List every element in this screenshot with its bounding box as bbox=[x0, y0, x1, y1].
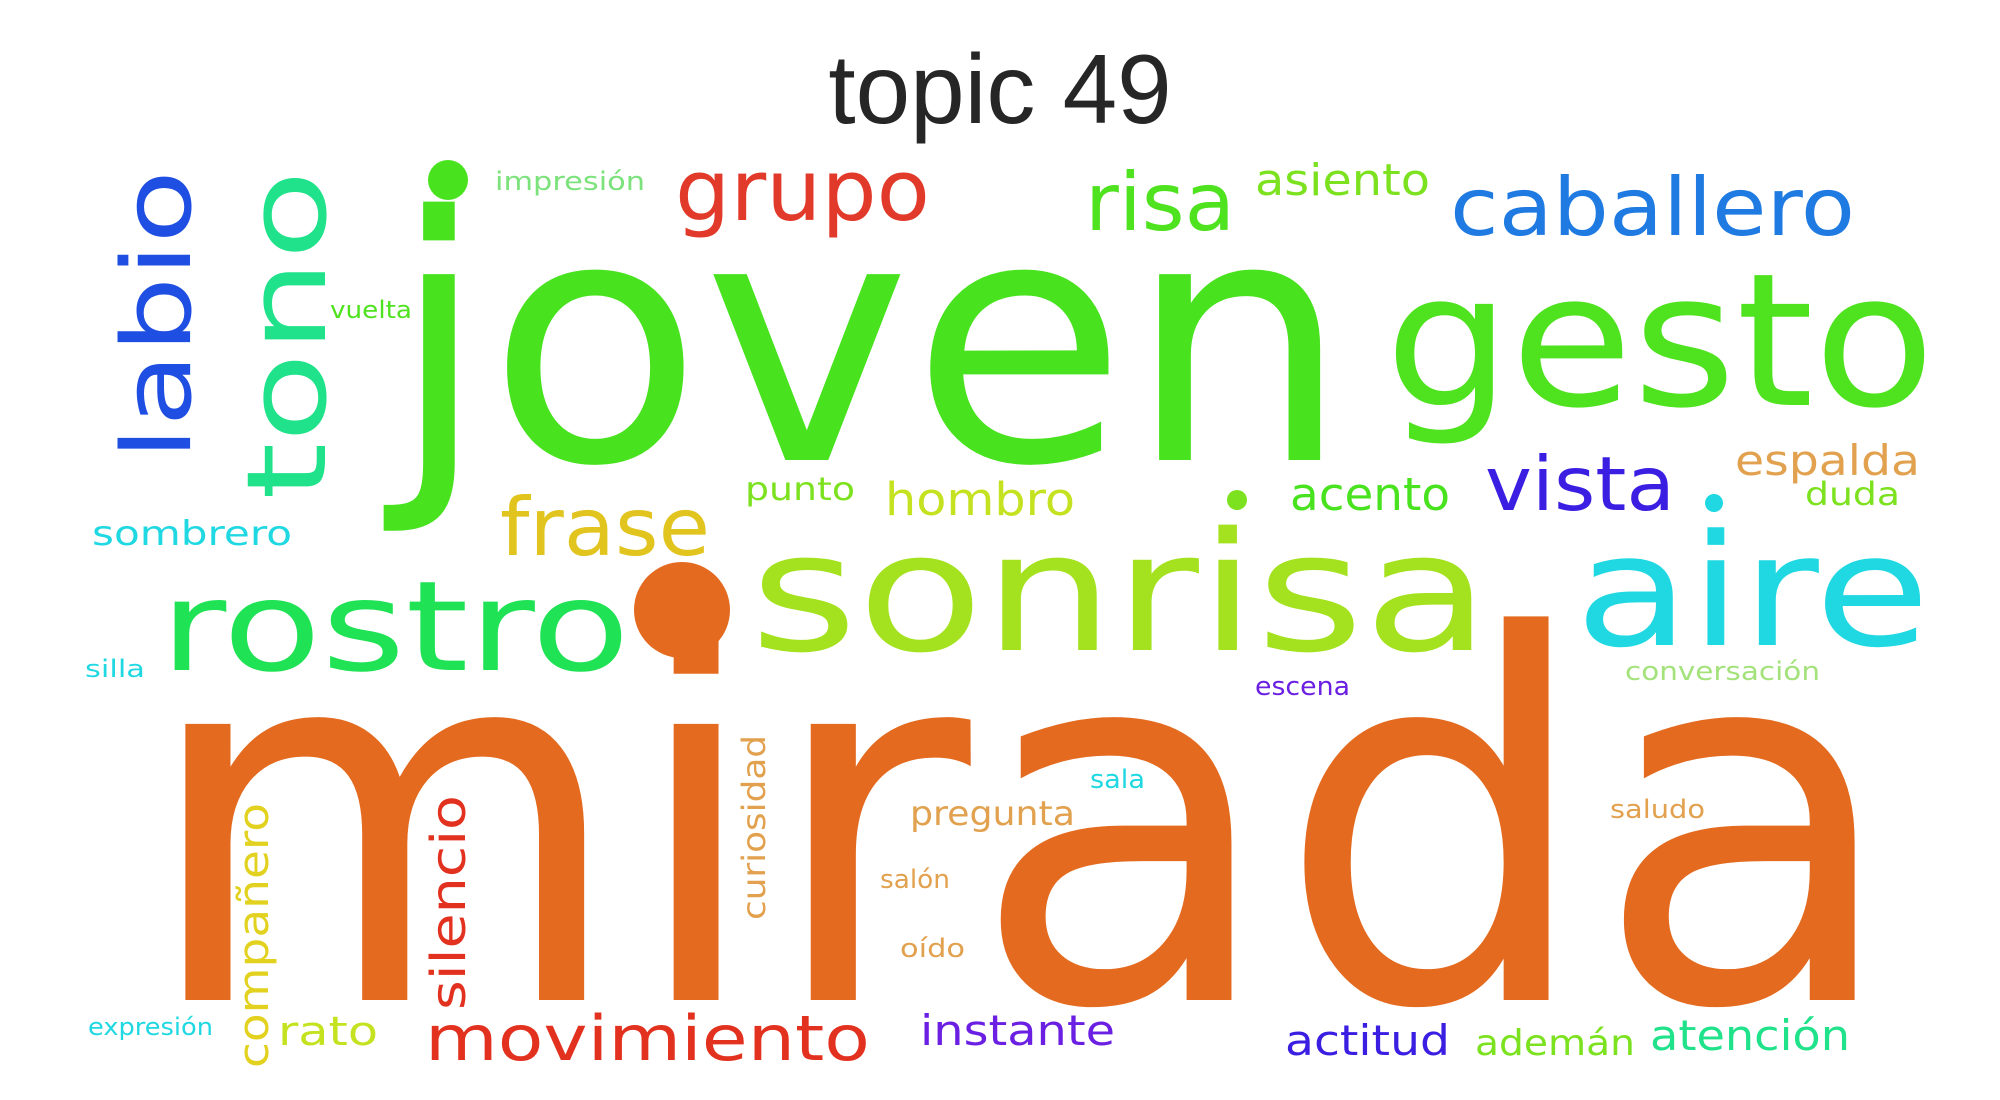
word-sombrero: sombrero bbox=[92, 514, 292, 554]
word-impresion: impresión bbox=[495, 167, 645, 197]
word-atencion: atención bbox=[1650, 1011, 1850, 1060]
word-silencio: silencio bbox=[421, 795, 477, 1010]
word-instante: instante bbox=[920, 1006, 1115, 1055]
word-hombro: hombro bbox=[885, 473, 1075, 526]
word-asiento: asiento bbox=[1255, 155, 1430, 206]
word-grupo: grupo bbox=[675, 142, 930, 241]
figure-title: topic 49 bbox=[828, 34, 1172, 144]
word-risa: risa bbox=[1085, 156, 1235, 249]
word-duda: duda bbox=[1805, 475, 1900, 513]
word-sala: sala bbox=[1090, 765, 1145, 795]
word-joven: joven bbox=[379, 145, 1350, 541]
word-escena: escena bbox=[1255, 672, 1350, 702]
word-acento: acento bbox=[1290, 468, 1450, 521]
word-salon: salón bbox=[880, 865, 950, 895]
word-tono: tono bbox=[223, 170, 351, 500]
word-actitud: actitud bbox=[1285, 1016, 1450, 1065]
dot-mark bbox=[1705, 494, 1723, 512]
word-mirada: mirada bbox=[140, 532, 1900, 1100]
word-frase: frase bbox=[500, 481, 710, 574]
word-aire: aire bbox=[1575, 501, 1930, 682]
word-vuelta: vuelta bbox=[330, 296, 412, 324]
dot-mark bbox=[1227, 490, 1247, 510]
word-caballero: caballero bbox=[1450, 161, 1855, 254]
word-espalda: espalda bbox=[1735, 436, 1920, 485]
word-vista: vista bbox=[1485, 440, 1675, 528]
dot-mark bbox=[428, 160, 468, 200]
word-curiosidad: curiosidad bbox=[735, 735, 773, 920]
word-sonrisa: sonrisa bbox=[750, 497, 1490, 689]
word-gesto: gesto bbox=[1385, 233, 1935, 449]
word-rato: rato bbox=[278, 1009, 378, 1055]
word-companero: compañero bbox=[229, 803, 278, 1068]
word-punto: punto bbox=[745, 470, 855, 508]
word-rostro: rostro bbox=[160, 555, 630, 700]
word-oido: oído bbox=[900, 934, 965, 964]
word-saludo: saludo bbox=[1610, 795, 1705, 825]
word-movimiento: movimiento bbox=[425, 1002, 870, 1075]
word-silla: silla bbox=[85, 655, 145, 683]
dot-mark bbox=[634, 562, 730, 658]
word-ademan: ademán bbox=[1475, 1023, 1635, 1064]
word-expresion: expresión bbox=[88, 1013, 213, 1041]
word-conversacion: conversación bbox=[1625, 657, 1820, 687]
word-pregunta: pregunta bbox=[910, 794, 1075, 834]
word-labio: labio bbox=[103, 170, 213, 460]
